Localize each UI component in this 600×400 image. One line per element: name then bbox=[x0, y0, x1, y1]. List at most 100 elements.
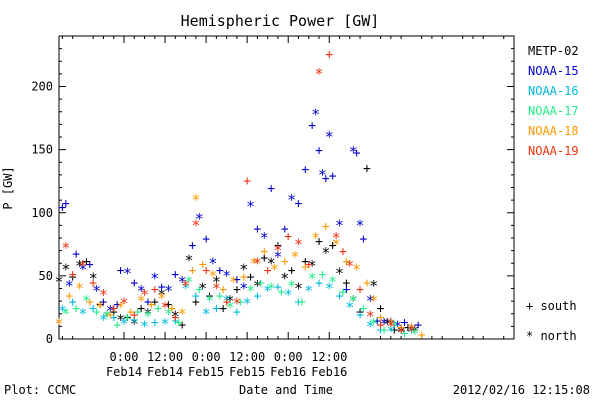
point-metp-02-23: * bbox=[212, 273, 221, 291]
footer-plot-credit: Plot: CCMC bbox=[4, 383, 76, 397]
point-noaa-17-8: * bbox=[143, 307, 152, 325]
x-tick-time-0: 0:00 bbox=[110, 350, 139, 364]
point-metp-02-49: + bbox=[390, 323, 398, 338]
point-noaa-16-5: + bbox=[110, 310, 118, 325]
x-tick-time-1: 12:00 bbox=[147, 350, 183, 364]
point-noaa-19-5: + bbox=[110, 301, 118, 316]
point-noaa-18-30: * bbox=[352, 261, 361, 279]
point-metp-02-42: + bbox=[342, 276, 350, 291]
legend-entry-noaa-19: NOAA-19 bbox=[528, 144, 579, 158]
point-metp-02-36: + bbox=[301, 255, 309, 270]
point-noaa-17-10: * bbox=[164, 305, 173, 323]
point-noaa-17-23: + bbox=[298, 295, 306, 310]
point-noaa-17-2: * bbox=[82, 292, 91, 310]
point-noaa-16-25: + bbox=[315, 276, 323, 291]
legend-entry-noaa-15: NOAA-15 bbox=[528, 64, 579, 78]
point-noaa-17-3: + bbox=[93, 305, 101, 320]
point-noaa-17-17: + bbox=[236, 295, 244, 310]
y-tick-label-3: 150 bbox=[31, 143, 53, 157]
point-noaa-17-11: + bbox=[175, 315, 183, 330]
point-noaa-16-32: * bbox=[386, 322, 395, 340]
point-noaa-15-51: + bbox=[373, 314, 381, 329]
point-noaa-19-11: + bbox=[171, 310, 179, 325]
point-noaa-15-28: * bbox=[246, 197, 255, 215]
point-noaa-16-13: + bbox=[192, 289, 200, 304]
point-noaa-18-10: * bbox=[157, 290, 166, 308]
point-noaa-19-25: * bbox=[314, 65, 323, 83]
point-noaa-16-33: + bbox=[397, 323, 405, 338]
point-noaa-15-7: + bbox=[100, 295, 108, 310]
point-noaa-15-39: + bbox=[315, 144, 323, 159]
point-noaa-15-5: + bbox=[86, 257, 94, 272]
y-tick-label-4: 200 bbox=[31, 80, 53, 94]
point-metp-02-29: * bbox=[253, 277, 262, 295]
y-tick-label-2: 100 bbox=[31, 206, 53, 220]
point-noaa-17-15: + bbox=[216, 289, 224, 304]
point-noaa-15-1: + bbox=[62, 197, 70, 212]
point-noaa-19-27: * bbox=[332, 229, 341, 247]
point-metp-02-21: * bbox=[198, 280, 207, 298]
point-metp-02-44: + bbox=[356, 305, 364, 320]
point-metp-02-24: + bbox=[219, 301, 227, 316]
point-noaa-19-3: + bbox=[89, 276, 97, 291]
point-noaa-18-21: + bbox=[260, 245, 268, 260]
point-noaa-18-9: + bbox=[147, 298, 155, 313]
point-noaa-17-5: + bbox=[113, 318, 121, 333]
x-tick-time-5: 12:00 bbox=[311, 350, 347, 364]
point-noaa-17-29: + bbox=[360, 301, 368, 316]
point-noaa-18-35: + bbox=[397, 320, 405, 335]
point-noaa-16-11: + bbox=[171, 314, 179, 329]
point-noaa-15-55: + bbox=[401, 315, 409, 330]
point-noaa-18-29: + bbox=[342, 255, 350, 270]
point-noaa-17-18: * bbox=[246, 282, 255, 300]
point-noaa-18-32: * bbox=[369, 292, 378, 310]
point-noaa-18-13: + bbox=[189, 264, 197, 279]
point-metp-02-45: + bbox=[363, 161, 371, 176]
point-noaa-17-34: * bbox=[410, 325, 419, 343]
point-metp-02-10: + bbox=[124, 310, 132, 325]
point-noaa-18-16: * bbox=[208, 267, 217, 285]
point-noaa-16-20: * bbox=[263, 282, 272, 300]
point-noaa-18-12: * bbox=[178, 305, 187, 323]
point-noaa-19-19: * bbox=[253, 254, 262, 272]
y-axis-label: P [GW] bbox=[1, 166, 15, 209]
point-noaa-15-35: + bbox=[295, 197, 303, 212]
point-noaa-19-24: + bbox=[305, 257, 313, 272]
point-noaa-19-12: * bbox=[181, 277, 190, 295]
point-noaa-19-15: * bbox=[212, 280, 221, 298]
x-axis-label: Date and Time bbox=[239, 383, 333, 397]
point-noaa-15-29: + bbox=[254, 222, 262, 237]
point-noaa-18-4: * bbox=[96, 298, 105, 316]
point-noaa-18-17: + bbox=[219, 283, 227, 298]
point-noaa-15-15: * bbox=[150, 269, 159, 287]
point-noaa-18-14: * bbox=[191, 191, 200, 209]
point-noaa-19-17: * bbox=[232, 295, 241, 313]
point-noaa-15-23: * bbox=[208, 254, 217, 272]
point-noaa-16-17: + bbox=[233, 305, 241, 320]
point-noaa-18-3: + bbox=[86, 295, 94, 310]
point-noaa-18-18: * bbox=[229, 273, 238, 291]
point-noaa-19-13: * bbox=[191, 216, 200, 234]
point-noaa-16-15: + bbox=[212, 301, 220, 316]
x-tick-date-4: Feb16 bbox=[270, 365, 306, 379]
legend: METP-02 NOAA-15 NOAA-16 NOAA-17 NOAA-18 NOAA-… bbox=[528, 44, 579, 158]
point-noaa-19-4: * bbox=[99, 286, 108, 304]
point-noaa-17-27: + bbox=[339, 285, 347, 300]
point-metp-02-18: + bbox=[178, 318, 186, 333]
point-noaa-15-0: + bbox=[59, 200, 67, 215]
point-noaa-15-36: + bbox=[301, 163, 309, 178]
point-noaa-15-50: * bbox=[366, 292, 375, 310]
point-noaa-17-7: + bbox=[134, 305, 142, 320]
point-noaa-15-32: * bbox=[273, 248, 282, 266]
point-metp-02-8: + bbox=[110, 305, 118, 320]
point-metp-02-20: + bbox=[192, 295, 200, 310]
point-noaa-16-0: * bbox=[58, 302, 67, 320]
point-noaa-15-30: * bbox=[260, 229, 269, 247]
point-noaa-15-21: * bbox=[195, 210, 204, 228]
point-noaa-16-21: + bbox=[274, 280, 282, 295]
point-noaa-18-5: + bbox=[106, 308, 114, 323]
point-noaa-16-30: * bbox=[366, 317, 375, 335]
point-noaa-18-20: * bbox=[249, 254, 258, 272]
point-noaa-18-2: * bbox=[75, 280, 84, 298]
